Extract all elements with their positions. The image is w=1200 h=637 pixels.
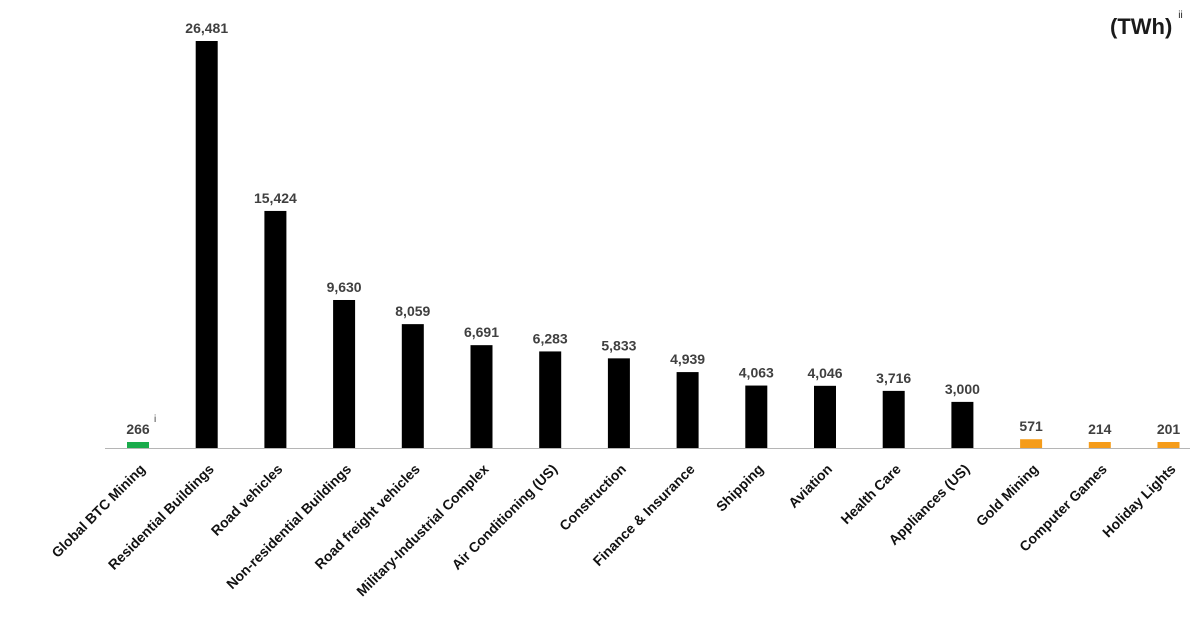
bar-holiday-lights — [1157, 442, 1180, 448]
value-labels-group: 266 i 26,481 15,424 9,630 8,059 6,691 6,283 5,83… — [126, 20, 1180, 437]
footnote-marker-global-btc-mining: i — [154, 414, 156, 425]
value-label-appliances-us: 3,000 — [945, 381, 980, 397]
category-label-aviation: Aviation — [785, 461, 835, 511]
category-label-non-residential-buildings: Non-residential Buildings — [223, 461, 354, 592]
category-label-shipping: Shipping — [713, 461, 767, 515]
unit-footnote: ii — [1178, 9, 1183, 21]
category-label-military-industrial-complex: Military-Industrial Complex — [353, 461, 492, 600]
value-label-military-industrial-complex: 6,691 — [464, 324, 499, 340]
value-label-road-vehicles: 15,424 — [254, 190, 297, 206]
bar-gold-mining — [1020, 439, 1043, 448]
bar-construction — [607, 358, 630, 448]
value-label-residential-buildings: 26,481 — [185, 20, 228, 36]
value-label-construction: 5,833 — [601, 337, 636, 353]
value-label-non-residential-buildings: 9,630 — [327, 279, 362, 295]
bar-computer-games — [1088, 442, 1111, 448]
value-label-global-btc-mining: 266 — [126, 421, 150, 437]
bar-global-btc-mining — [127, 442, 149, 448]
value-label-air-conditioning-us: 6,283 — [533, 330, 568, 346]
value-label-road-freight-vehicles: 8,059 — [395, 303, 430, 319]
bar-road-vehicles — [264, 210, 287, 448]
bar-appliances-us — [951, 401, 974, 448]
category-label-gold-mining: Gold Mining — [973, 461, 1042, 530]
category-label-road-vehicles: Road vehicles — [208, 461, 286, 539]
bar-road-freight-vehicles — [401, 324, 424, 448]
value-label-shipping: 4,063 — [739, 365, 774, 381]
bar-non-residential-buildings — [333, 299, 356, 448]
value-label-gold-mining: 571 — [1019, 418, 1043, 434]
bar-residential-buildings — [195, 41, 218, 448]
category-label-health-care: Health Care — [837, 461, 903, 527]
unit-text: (TWh) — [1110, 14, 1173, 39]
value-label-aviation: 4,046 — [807, 365, 842, 381]
unit-label: (TWh) ii — [1110, 10, 1183, 40]
category-label-holiday-lights: Holiday Lights — [1099, 461, 1179, 541]
bar-aviation — [814, 385, 836, 448]
bars-group — [127, 41, 1180, 448]
bar-health-care — [882, 390, 905, 448]
bar-shipping — [745, 385, 768, 448]
value-label-computer-games: 214 — [1088, 421, 1112, 437]
value-label-health-care: 3,716 — [876, 370, 911, 386]
category-label-construction: Construction — [556, 461, 629, 534]
bar-finance-insurance — [676, 372, 699, 448]
bar-air-conditioning-us — [539, 351, 562, 448]
bar-military-industrial-complex — [470, 345, 493, 448]
value-label-finance-insurance: 4,939 — [670, 351, 705, 367]
value-label-holiday-lights: 201 — [1157, 421, 1181, 437]
